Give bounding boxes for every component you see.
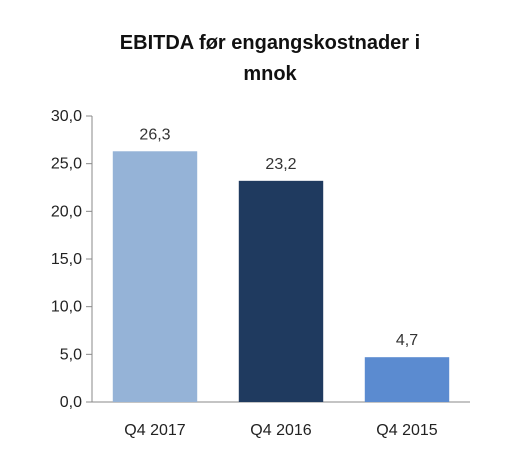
y-tick-label: 10,0 (51, 299, 82, 316)
chart-title-line-2: mnok (243, 63, 297, 85)
data-label: 4,7 (396, 332, 418, 349)
x-tick-label: Q4 2016 (250, 422, 311, 439)
y-tick-label: 0,0 (60, 394, 82, 411)
data-label: 23,2 (265, 156, 296, 173)
y-tick-label: 15,0 (51, 251, 82, 268)
x-tick-label: Q4 2015 (376, 422, 437, 439)
chart-title: EBITDA før engangskostnader i mnok (60, 28, 480, 90)
y-tick-label: 20,0 (51, 203, 82, 220)
x-tick-label: Q4 2017 (124, 422, 185, 439)
bar-q4-2016 (238, 180, 324, 402)
y-tick-label: 5,0 (60, 346, 82, 363)
y-tick-label: 25,0 (51, 156, 82, 173)
bar-q4-2015 (364, 357, 450, 402)
bar-q4-2017 (112, 151, 198, 402)
data-label: 26,3 (139, 126, 170, 143)
chart-title-line-1: EBITDA før engangskostnader i (119, 32, 421, 54)
y-tick-label: 30,0 (51, 108, 82, 125)
